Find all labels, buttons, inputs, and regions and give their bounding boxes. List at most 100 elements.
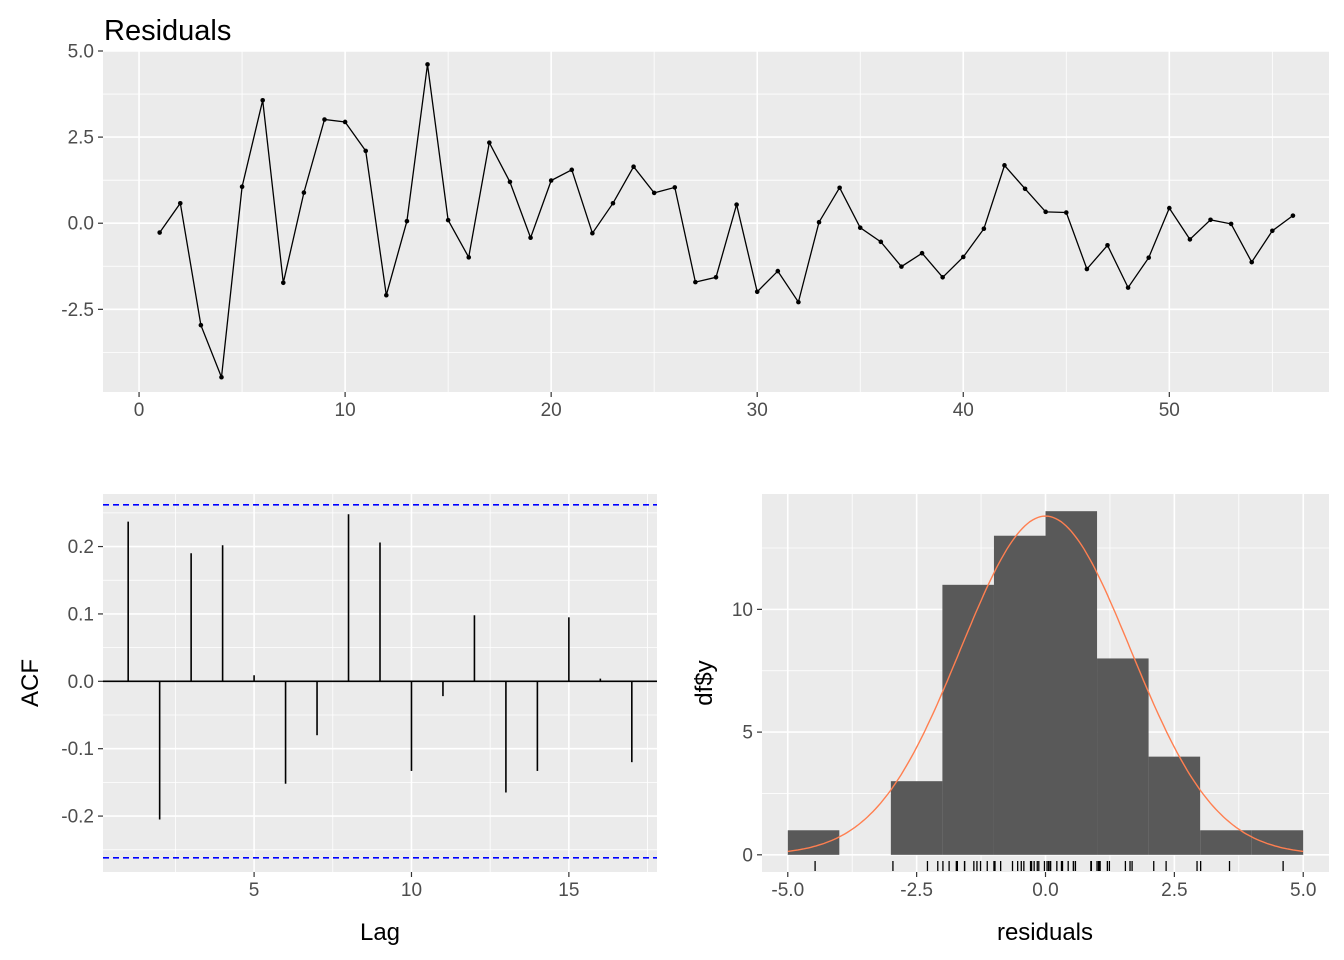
acf-gridlines: 5 10 15 0.2 0.1 0.0 -0.1 -0.2 — [61, 494, 657, 901]
residuals-series — [157, 62, 1296, 380]
residual-point — [301, 190, 307, 195]
acf-y-tick-label: 0.2 — [68, 537, 94, 558]
residuals-x-tick-label: 30 — [747, 400, 768, 421]
residual-point — [1187, 237, 1193, 242]
residual-point — [487, 140, 492, 145]
residual-point — [1043, 209, 1048, 215]
acf-x-tick-label: 5 — [249, 880, 260, 901]
acf-x-tick-label: 15 — [558, 880, 579, 901]
normal-density-curve — [787, 515, 1304, 853]
residuals-x-tick-label: 20 — [541, 400, 562, 421]
residuals-title: Residuals — [104, 15, 231, 47]
residual-point — [445, 217, 451, 223]
residual-point — [1290, 213, 1296, 218]
residual-point — [796, 299, 801, 305]
acf-y-tick-label: -0.1 — [61, 739, 94, 760]
residuals-y-tick-label: -2.5 — [61, 300, 94, 321]
histogram-x-tick-label: -5.0 — [771, 880, 804, 901]
acf-y-tick-label: -0.2 — [61, 807, 94, 828]
residual-point — [590, 230, 595, 236]
residual-point — [528, 235, 533, 240]
histogram-bar — [787, 830, 840, 855]
residual-point — [1208, 217, 1213, 223]
residual-point — [219, 374, 224, 380]
histogram-y-tick-label: 10 — [732, 600, 753, 621]
residuals-line — [159, 64, 1294, 378]
residual-point — [775, 268, 781, 274]
residual-point — [754, 289, 760, 295]
acf-x-tick-label: 10 — [401, 880, 422, 901]
histogram-y-axis-title: df$y — [691, 660, 718, 705]
residual-point — [260, 97, 265, 103]
residual-point — [857, 225, 863, 230]
histogram-series — [787, 511, 1304, 871]
residual-point — [693, 279, 698, 285]
histogram-x-tick-label: -2.5 — [900, 880, 933, 901]
residual-point — [672, 185, 678, 190]
residual-point — [1249, 259, 1255, 265]
histogram-x-axis-title: residuals — [997, 919, 1093, 946]
acf-y-axis-title: ACF — [17, 659, 44, 707]
residual-point — [940, 275, 945, 280]
residual-point — [157, 230, 162, 235]
residual-point — [384, 292, 389, 298]
residual-point — [363, 148, 369, 154]
residual-point — [342, 119, 348, 125]
histogram-bar — [1251, 830, 1304, 855]
histogram-x-tick-label: 0.0 — [1032, 880, 1058, 901]
acf-x-axis-title: Lag — [360, 919, 400, 946]
residual-point — [899, 264, 904, 269]
residual-point — [1105, 242, 1110, 248]
residual-point — [1270, 228, 1275, 234]
residual-point — [1084, 266, 1090, 272]
histogram-bar — [1045, 511, 1098, 855]
acf-series — [103, 503, 657, 859]
histogram-x-tick-label: 5.0 — [1290, 880, 1316, 901]
residual-point — [1167, 205, 1172, 211]
residual-point — [1146, 255, 1152, 260]
residual-point — [919, 250, 925, 256]
residual-point — [466, 255, 472, 260]
residuals-y-tick-label: 0.0 — [68, 214, 94, 235]
residual-point — [651, 190, 657, 196]
residual-point — [1022, 186, 1028, 192]
residual-point — [713, 275, 719, 280]
residuals-plot-background — [103, 51, 1329, 392]
residual-point — [878, 239, 884, 245]
residual-point — [1063, 210, 1069, 215]
histogram-bar — [942, 584, 994, 855]
acf-panel: 5 10 15 0.2 0.1 0.0 -0.1 -0.2 Lag ACF — [17, 494, 657, 946]
histogram-bar — [1148, 756, 1201, 855]
residual-point — [280, 280, 286, 286]
histogram-panel: -5.0 -2.5 0.0 2.5 5.0 0 5 10 residuals df$y — [691, 494, 1329, 946]
residual-point — [569, 167, 575, 173]
residual-point — [425, 62, 430, 67]
residuals-panel: Residuals 0 10 20 30 40 50 5.0 2.5 0.0 -2.5 — [61, 15, 1329, 421]
histogram-y-tick-label: 5 — [742, 723, 753, 744]
residuals-y-tick-label: 2.5 — [68, 128, 94, 149]
residual-point — [322, 117, 327, 122]
residual-point — [404, 218, 410, 224]
residuals-y-tick-label: 5.0 — [68, 42, 94, 63]
residual-point — [816, 219, 822, 225]
histogram-bar — [1097, 658, 1149, 855]
histogram-bar — [890, 781, 943, 855]
histogram-bar — [993, 535, 1046, 855]
acf-y-tick-label: 0.1 — [68, 604, 94, 625]
residual-point — [548, 178, 554, 183]
residual-point — [1228, 221, 1234, 227]
residual-point — [239, 184, 245, 190]
residual-point — [734, 202, 739, 207]
residuals-x-tick-label: 10 — [335, 400, 356, 421]
residual-point — [837, 185, 842, 191]
residual-point — [507, 179, 513, 185]
residual-point — [177, 200, 183, 206]
residuals-x-tick-label: 50 — [1159, 400, 1180, 421]
residual-point — [1125, 285, 1131, 290]
residual-point — [1002, 163, 1007, 168]
acf-y-tick-label: 0.0 — [68, 672, 94, 693]
residual-point — [960, 254, 966, 260]
histogram-y-tick-label: 0 — [742, 845, 753, 866]
residual-point — [981, 226, 987, 232]
